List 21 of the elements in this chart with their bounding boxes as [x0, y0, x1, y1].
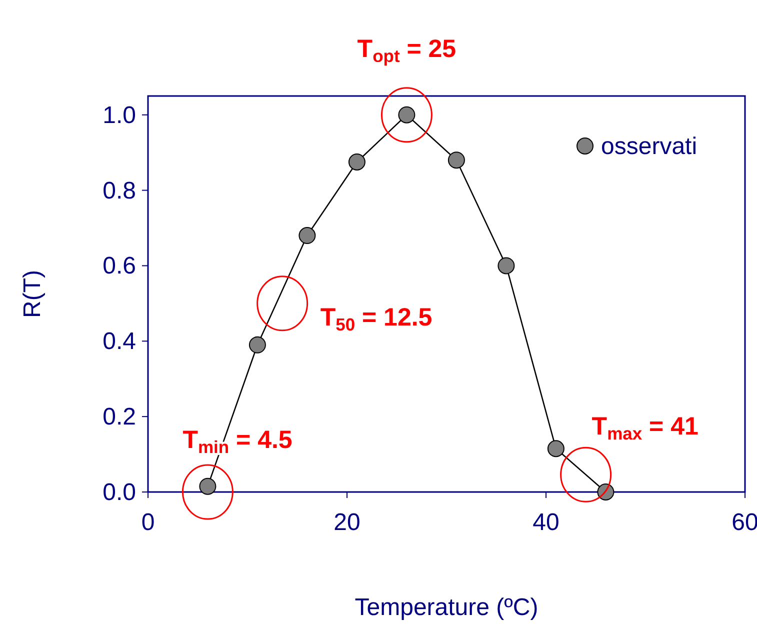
y-axis-title: R(T) — [19, 270, 46, 318]
point — [547, 440, 564, 458]
y-tick-label: 0.4 — [102, 328, 136, 356]
point — [298, 227, 316, 244]
y-tick-label: 1.0 — [102, 102, 136, 129]
y-tick-label: 0.2 — [102, 404, 136, 431]
point — [248, 336, 266, 354]
x-axis-title: Temperature (ºC) — [354, 594, 538, 621]
x-tick-label: 0 — [141, 509, 155, 536]
point — [448, 152, 465, 169]
annotation: T$_{50}$ = 12.5 — [320, 303, 432, 335]
legend-label: osservati — [601, 133, 698, 160]
y-tick-label: 0.6 — [102, 252, 136, 280]
y-tick-label: 0.8 — [102, 177, 136, 204]
point — [498, 257, 515, 274]
annotation: T$_{opt}$ = 25 — [357, 34, 456, 66]
x-tick-label: 20 — [334, 509, 360, 536]
y-tick-label: 0.0 — [102, 479, 136, 506]
x-tick-label: 40 — [532, 509, 560, 536]
annotation: T$_{max}$ = 41 — [592, 412, 699, 444]
point — [348, 154, 366, 170]
